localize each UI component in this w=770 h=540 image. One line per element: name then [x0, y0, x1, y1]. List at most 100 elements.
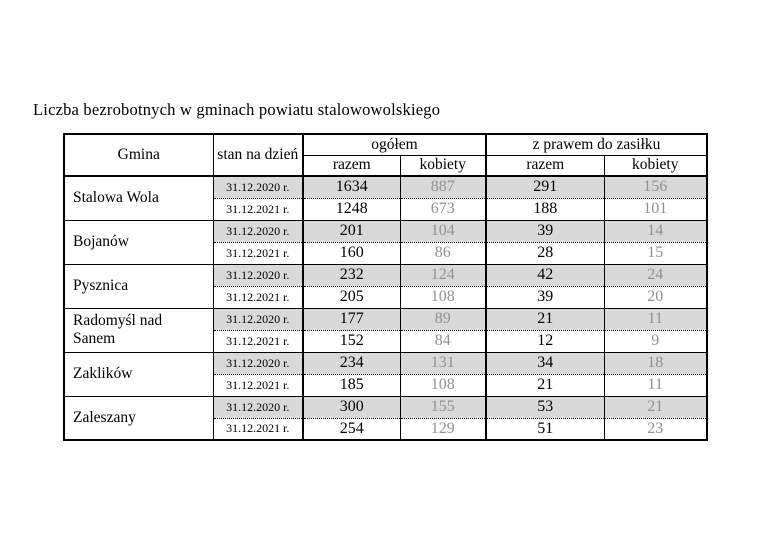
date-cell: 31.12.2020 r.	[212, 219, 303, 242]
value-zasilek-razem: 39	[485, 285, 604, 308]
value-zasilek-kobiety: 9	[603, 329, 707, 352]
value-ogolem-kobiety: 84	[399, 329, 486, 352]
gmina-group-radomysl: Radomyśl nad Sanem 31.12.2020 r. 177 89 …	[63, 307, 707, 352]
value-ogolem-kobiety: 124	[399, 263, 486, 286]
value-zasilek-kobiety: 14	[603, 219, 707, 242]
gmina-cell: Bojanów	[63, 219, 213, 264]
date-cell: 31.12.2020 r.	[212, 395, 303, 418]
gmina-cell: Radomyśl nad Sanem	[63, 307, 213, 352]
value-zasilek-kobiety: 24	[603, 263, 707, 286]
value-zasilek-kobiety: 11	[603, 373, 707, 396]
value-zasilek-razem: 21	[485, 307, 604, 330]
table-header: Gmina stan na dzień ogółem z prawem do z…	[63, 133, 707, 177]
value-ogolem-razem: 300	[302, 395, 400, 418]
header-total: ogółem	[302, 133, 486, 155]
table-row: 31.12.2021 r. 205 108 39 20	[64, 285, 707, 308]
value-zasilek-kobiety: 18	[603, 351, 707, 374]
table-row: 31.12.2021 r. 152 84 12 9	[64, 329, 707, 352]
header-date: stan na dzień	[212, 133, 303, 177]
value-ogolem-kobiety: 673	[399, 197, 486, 220]
value-zasilek-kobiety: 20	[603, 285, 707, 308]
value-ogolem-razem: 205	[302, 285, 400, 308]
gmina-group-stalowa-wola: Stalowa Wola 31.12.2020 r. 1634 887 291 …	[63, 175, 707, 220]
table-row: Stalowa Wola 31.12.2020 r. 1634 887 291 …	[63, 175, 707, 220]
date-cell: 31.12.2021 r.	[212, 197, 303, 220]
date-cell: 31.12.2021 r.	[212, 329, 303, 352]
value-ogolem-kobiety: 108	[399, 285, 486, 308]
date-cell: 31.12.2021 r.	[212, 417, 303, 440]
gmina-cell: Pysznica	[63, 263, 213, 308]
gmina-name: Bojanów	[73, 233, 129, 250]
value-ogolem-kobiety: 131	[399, 351, 486, 374]
gmina-group-zaklikow: Zaklików 31.12.2020 r. 234 131 34 18 31.…	[63, 351, 707, 396]
table-row: Pysznica 31.12.2020 r. 232 124 42 24	[63, 263, 707, 308]
value-ogolem-razem: 234	[302, 351, 400, 374]
date-cell: 31.12.2021 r.	[212, 241, 303, 264]
value-ogolem-kobiety: 86	[399, 241, 486, 264]
header-row-top: Gmina stan na dzień ogółem z prawem do z…	[63, 133, 707, 177]
gmina-cell: Zaklików	[63, 351, 213, 396]
value-ogolem-razem: 152	[302, 329, 400, 352]
table-row: 31.12.2021 r. 160 86 28 15	[64, 241, 707, 264]
value-ogolem-kobiety: 129	[399, 417, 486, 440]
date-cell: 31.12.2020 r.	[212, 263, 303, 286]
table-row: Zaklików 31.12.2020 r. 234 131 34 18	[63, 351, 707, 396]
date-cell: 31.12.2021 r.	[212, 373, 303, 396]
value-zasilek-razem: 291	[485, 175, 604, 198]
value-ogolem-razem: 177	[302, 307, 400, 330]
table-row: Radomyśl nad Sanem 31.12.2020 r. 177 89 …	[63, 307, 707, 352]
header-row-sub: razem kobiety razem kobiety	[64, 154, 707, 177]
date-cell: 31.12.2020 r.	[212, 351, 303, 374]
gmina-group-bojanow: Bojanów 31.12.2020 r. 201 104 39 14 31.1…	[63, 219, 707, 264]
gmina-name: Stalowa Wola	[73, 189, 159, 207]
value-ogolem-kobiety: 104	[399, 219, 486, 242]
value-zasilek-razem: 28	[485, 241, 604, 264]
unemployment-table: Gmina stan na dzień ogółem z prawem do z…	[63, 133, 708, 441]
gmina-name: Zaklików	[73, 365, 133, 382]
value-zasilek-kobiety: 21	[603, 395, 707, 418]
table-row: 31.12.2021 r. 254 129 51 23	[64, 417, 707, 440]
header-benefit-kobiety: kobiety	[603, 154, 707, 177]
gmina-name: Radomyśl nad Sanem	[73, 312, 163, 347]
header-total-kobiety: kobiety	[399, 154, 486, 177]
gmina-name: Zaleszany	[73, 408, 136, 426]
value-zasilek-razem: 188	[485, 197, 604, 220]
document-title: Liczba bezrobotnych w gminach powiatu st…	[33, 100, 441, 119]
value-ogolem-razem: 1248	[302, 197, 400, 220]
value-zasilek-razem: 53	[485, 395, 604, 418]
value-ogolem-kobiety: 155	[399, 395, 486, 418]
value-zasilek-razem: 34	[485, 351, 604, 374]
value-ogolem-razem: 1634	[302, 175, 400, 198]
value-ogolem-razem: 160	[302, 241, 400, 264]
date-cell: 31.12.2020 r.	[212, 175, 303, 198]
gmina-group-zaleszany: Zaleszany 31.12.2020 r. 300 155 53 21 31…	[63, 395, 707, 440]
value-ogolem-kobiety: 887	[399, 175, 486, 198]
value-zasilek-razem: 39	[485, 219, 604, 242]
header-benefit: z prawem do zasiłku	[485, 133, 707, 155]
table-row: 31.12.2021 r. 1248 673 188 101	[64, 197, 707, 220]
value-ogolem-razem: 185	[302, 373, 400, 396]
value-zasilek-razem: 42	[485, 263, 604, 286]
header-total-razem: razem	[302, 154, 400, 177]
value-ogolem-razem: 254	[302, 417, 400, 440]
value-zasilek-kobiety: 11	[603, 307, 707, 330]
value-zasilek-kobiety: 15	[603, 241, 707, 264]
value-zasilek-kobiety: 101	[603, 197, 707, 220]
value-ogolem-kobiety: 108	[399, 373, 486, 396]
value-zasilek-razem: 51	[485, 417, 604, 440]
value-zasilek-kobiety: 23	[603, 417, 707, 440]
header-gmina: Gmina	[63, 133, 213, 177]
table-row: 31.12.2021 r. 185 108 21 11	[64, 373, 707, 396]
gmina-name: Pysznica	[73, 277, 129, 294]
gmina-cell: Stalowa Wola	[63, 175, 213, 220]
value-ogolem-kobiety: 89	[399, 307, 486, 330]
value-zasilek-razem: 12	[485, 329, 604, 352]
value-zasilek-kobiety: 156	[603, 175, 707, 198]
date-cell: 31.12.2021 r.	[212, 285, 303, 308]
value-ogolem-razem: 232	[302, 263, 400, 286]
value-ogolem-razem: 201	[302, 219, 400, 242]
date-cell: 31.12.2020 r.	[212, 307, 303, 330]
gmina-cell: Zaleszany	[63, 395, 213, 440]
gmina-group-pysznica: Pysznica 31.12.2020 r. 232 124 42 24 31.…	[63, 263, 707, 308]
